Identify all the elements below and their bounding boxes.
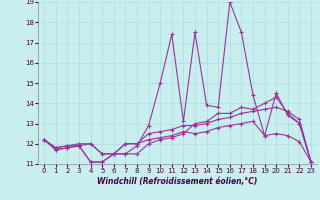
X-axis label: Windchill (Refroidissement éolien,°C): Windchill (Refroidissement éolien,°C) xyxy=(97,177,258,186)
